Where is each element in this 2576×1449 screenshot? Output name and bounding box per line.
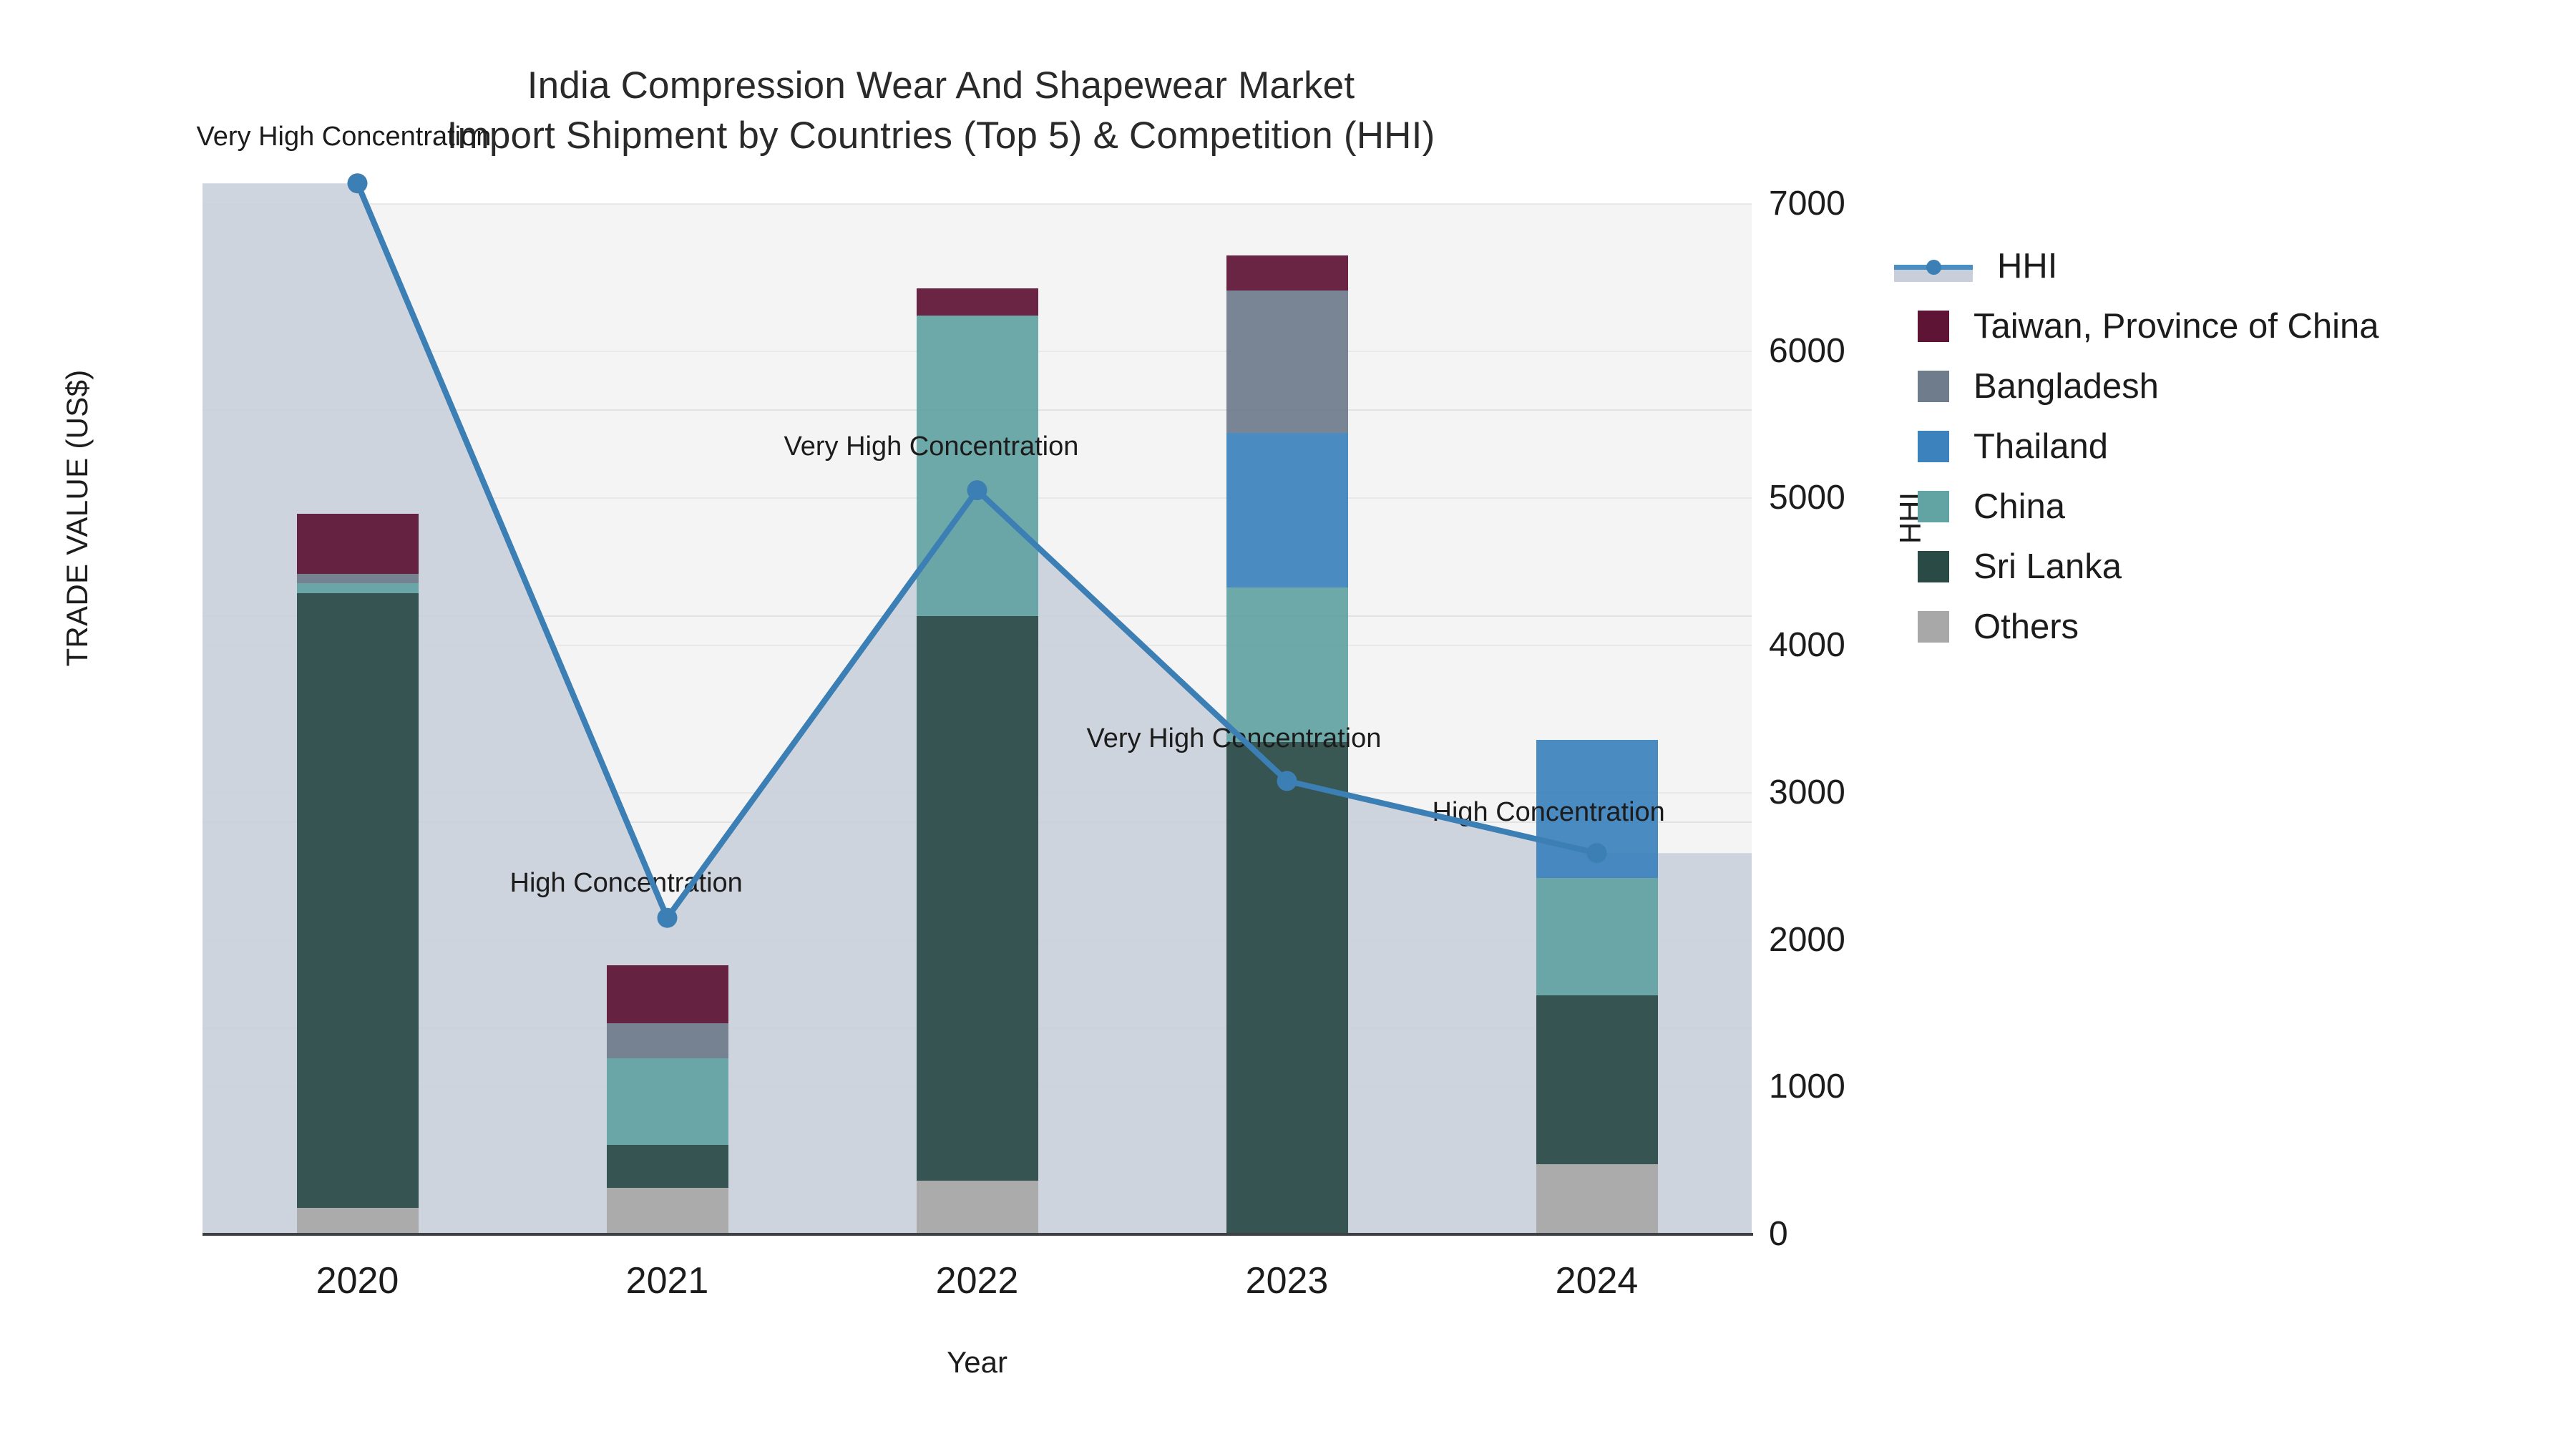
bar-segment[interactable]: [1226, 587, 1348, 742]
bar-segment[interactable]: [606, 1023, 728, 1058]
x-tick: 2022: [935, 1260, 1019, 1302]
legend-swatch: [1918, 371, 1949, 402]
annotation-label: Very High Concentration: [1086, 723, 1382, 754]
y-tick-right: 6000: [1769, 331, 1845, 370]
bar-segment[interactable]: [916, 1181, 1038, 1234]
bar-group[interactable]: [1226, 204, 1348, 1234]
x-axis-line: [203, 1233, 1753, 1236]
bar-segment[interactable]: [296, 593, 419, 1208]
bar-group[interactable]: [296, 204, 419, 1234]
x-tick: 2021: [625, 1260, 709, 1302]
legend-item[interactable]: China: [1918, 477, 2379, 537]
annotation-label: Very High Concentration: [784, 431, 1079, 462]
chart-title: India Compression Wear And Shapewear Mar…: [527, 64, 1355, 107]
legend-item[interactable]: Taiwan, Province of China: [1918, 296, 2379, 356]
y-tick-right: 1000: [1769, 1068, 1845, 1106]
legend-label: Bangladesh: [1974, 367, 2159, 406]
bar-segment[interactable]: [606, 965, 728, 1023]
bar-segment[interactable]: [1536, 1164, 1658, 1234]
chart-subtitle: Import Shipment by Countries (Top 5) & C…: [447, 114, 1435, 157]
bar-group[interactable]: [916, 204, 1038, 1234]
legend-item[interactable]: Others: [1918, 597, 2379, 657]
bar-group[interactable]: [606, 204, 728, 1234]
y-tick-right: 4000: [1769, 626, 1845, 665]
legend-swatch: [1918, 551, 1949, 582]
bar-group[interactable]: [1536, 204, 1658, 1234]
bar-segment[interactable]: [606, 1058, 728, 1145]
annotation-label: Very High Concentration: [196, 122, 492, 152]
legend-swatch: [1918, 431, 1949, 462]
bar-segment[interactable]: [1226, 432, 1348, 587]
legend-label: HHI: [1997, 247, 2058, 286]
legend-item[interactable]: Thailand: [1918, 416, 2379, 477]
y-tick-right: 0: [1769, 1215, 1788, 1253]
plot-area: Very High Concentration High Concentratio…: [197, 122, 1752, 1235]
legend-item[interactable]: HHI: [1894, 236, 2379, 296]
bar-segment[interactable]: [606, 1144, 728, 1189]
x-axis-label: Year: [947, 1345, 1008, 1379]
legend-label: Thailand: [1974, 427, 2108, 466]
bar-segment[interactable]: [916, 288, 1038, 316]
bar-segment[interactable]: [1226, 290, 1348, 433]
legend-label: China: [1974, 487, 2066, 526]
legend-item[interactable]: Sri Lanka: [1918, 537, 2379, 597]
bar-segment[interactable]: [1536, 877, 1658, 995]
bar-segment[interactable]: [606, 1188, 728, 1234]
x-tick: 2024: [1555, 1260, 1639, 1302]
legend-label: Others: [1974, 608, 2079, 646]
bar-segment[interactable]: [1226, 741, 1348, 1234]
bar-segment[interactable]: [916, 616, 1038, 1181]
bar-segment[interactable]: [296, 582, 419, 594]
annotation-label: High Concentration: [1432, 797, 1665, 828]
legend-line-marker: [1894, 250, 1973, 282]
x-tick: 2020: [316, 1260, 399, 1302]
legend-swatch: [1918, 611, 1949, 643]
bar-segment[interactable]: [916, 315, 1038, 616]
legend-item[interactable]: Bangladesh: [1918, 356, 2379, 416]
annotation-label: High Concentration: [509, 867, 743, 898]
legend: HHI Taiwan, Province of China Bangladesh Th…: [1894, 236, 2379, 657]
bar-segment[interactable]: [296, 514, 419, 574]
legend-swatch: [1918, 491, 1949, 522]
y-tick-right: 7000: [1769, 185, 1845, 223]
legend-label: Taiwan, Province of China: [1974, 307, 2379, 346]
y-axis-label-left: TRADE VALUE (US$): [60, 369, 94, 667]
chart-title-block: India Compression Wear And Shapewear Mar…: [0, 61, 1882, 161]
x-tick: 2023: [1245, 1260, 1329, 1302]
legend-label: Sri Lanka: [1974, 547, 2122, 586]
bar-segment[interactable]: [296, 1207, 419, 1234]
bar-segment[interactable]: [1536, 995, 1658, 1165]
y-tick-right: 5000: [1769, 479, 1845, 517]
legend-swatch: [1918, 311, 1949, 342]
bar-segment[interactable]: [296, 573, 419, 583]
y-tick-right: 3000: [1769, 773, 1845, 811]
bar-segment[interactable]: [1226, 255, 1348, 291]
y-tick-right: 2000: [1769, 920, 1845, 959]
